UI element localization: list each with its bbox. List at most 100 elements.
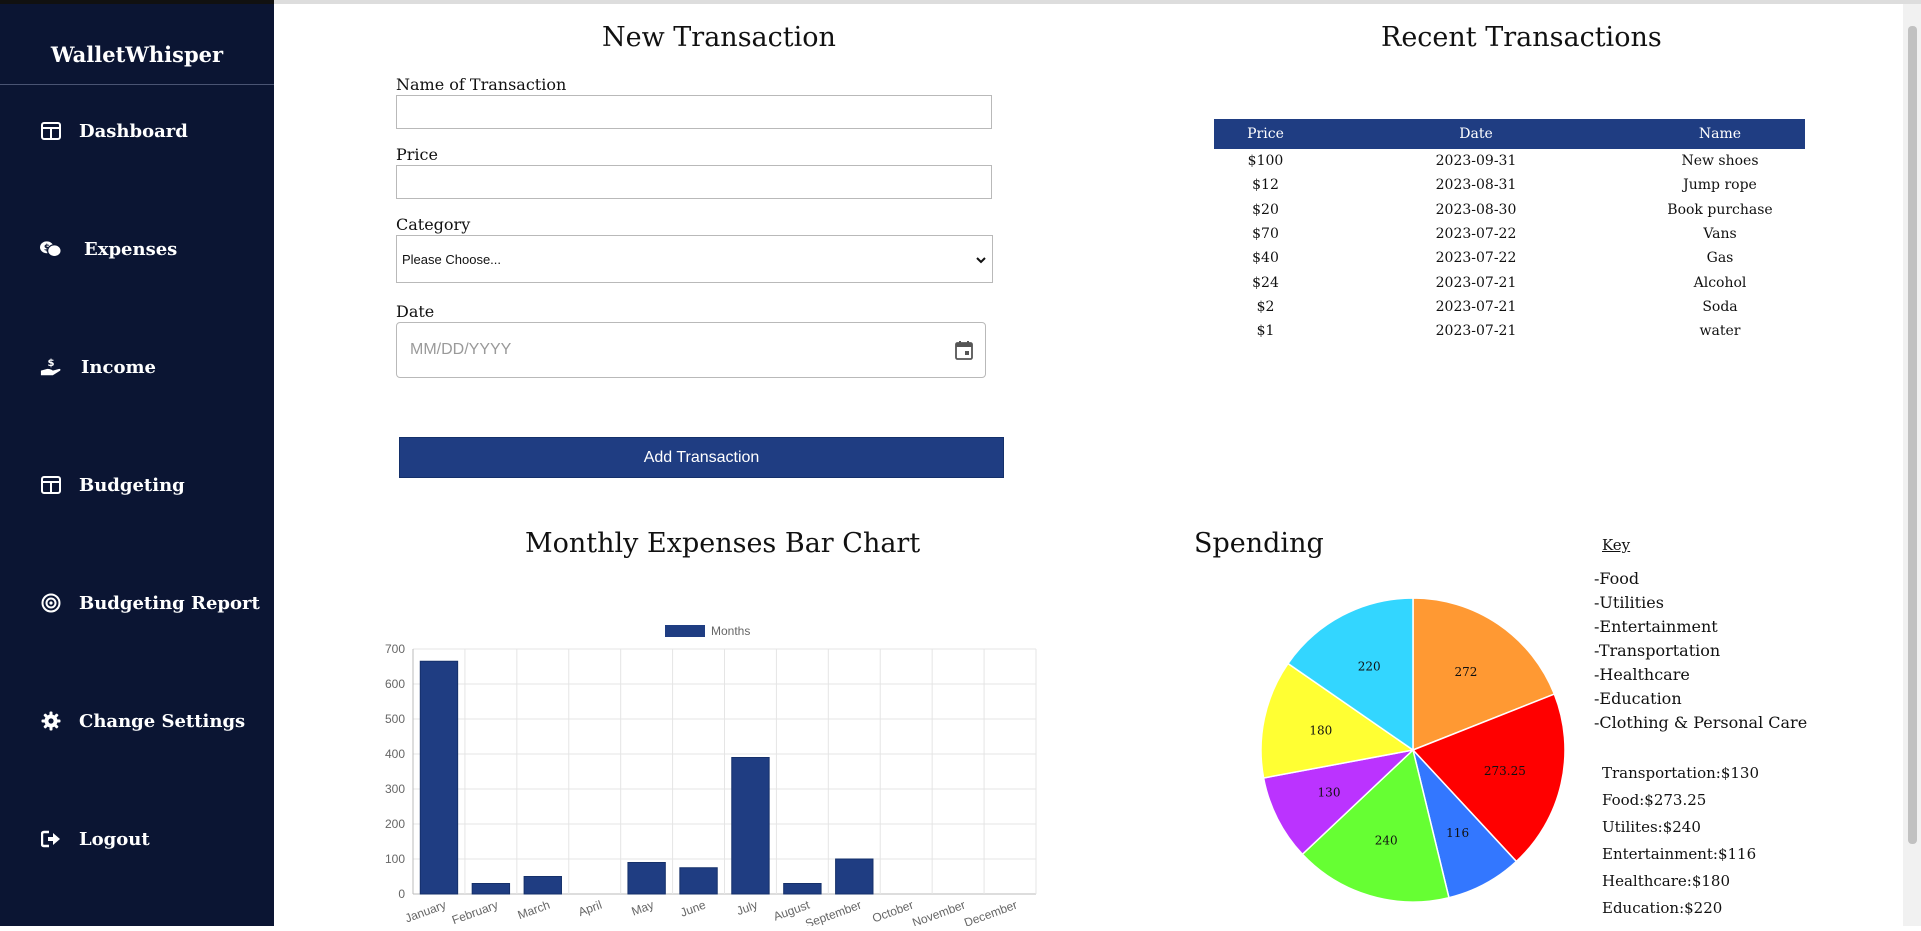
transaction-name-input[interactable]	[396, 95, 992, 129]
key-item-utilities: -Utilities	[1594, 593, 1664, 612]
scrollbar-thumb[interactable]	[1908, 26, 1917, 844]
sidebar-item-label: Income	[81, 356, 156, 378]
date-input[interactable]: MM/DD/YYYY	[396, 322, 986, 378]
target-icon	[40, 592, 62, 614]
table-icon	[40, 120, 62, 142]
sidebar-item-label: Change Settings	[79, 710, 246, 732]
sidebar-item-label: Budgeting Report	[79, 592, 260, 614]
pie-slice-label: 130	[1318, 786, 1341, 800]
price-label: Price	[396, 145, 438, 164]
bar	[731, 757, 770, 895]
table-row: $2 2023-07-21 Soda	[1214, 295, 1805, 319]
sidebar: WalletWhisper Dashboard $ Expenses $ Inc…	[0, 0, 274, 926]
column-header-date: Date	[1317, 119, 1635, 149]
bar	[627, 862, 666, 895]
date-cell: 2023-07-21	[1435, 323, 1517, 340]
pie-slice-label: 272	[1455, 665, 1478, 679]
svg-text:$: $	[44, 243, 50, 253]
y-tick-label: 200	[385, 817, 405, 831]
sidebar-item-logout[interactable]: Logout	[0, 819, 274, 859]
name-cell: water	[1699, 323, 1741, 340]
pie-slice	[1411, 693, 1566, 863]
sidebar-item-label: Expenses	[84, 238, 178, 260]
y-tick-label: 100	[385, 852, 405, 866]
total-utilities: Utilites:$240	[1602, 818, 1701, 836]
price-cell: $40	[1252, 250, 1279, 267]
bar	[419, 660, 459, 895]
column-header-name: Name	[1635, 119, 1805, 149]
bar-chart: Months 0 100 200 300 400 500 600 700 January Febru…	[368, 615, 1048, 931]
x-tick-label: March	[516, 898, 552, 923]
name-cell: Gas	[1706, 250, 1734, 267]
name-cell: Alcohol	[1693, 274, 1747, 291]
key-item-healthcare: -Healthcare	[1594, 665, 1690, 684]
price-cell: $100	[1247, 153, 1284, 170]
key-item-clothing: -Clothing & Personal Care	[1594, 713, 1808, 732]
name-cell: Jump rope	[1683, 177, 1757, 194]
total-transportation: Transportation:$130	[1602, 764, 1759, 782]
pie-slice-label: 180	[1309, 723, 1332, 737]
pie-slice-label: 273.25	[1484, 764, 1526, 778]
bar	[523, 876, 562, 895]
x-tick-label: May	[630, 898, 656, 919]
pie-slice	[1260, 662, 1415, 779]
x-tick-label: April	[576, 898, 603, 919]
price-input[interactable]	[396, 165, 992, 199]
category-label: Category	[396, 215, 471, 234]
price-cell: $70	[1252, 226, 1279, 243]
add-transaction-button[interactable]: Add Transaction	[399, 437, 1004, 478]
bar	[835, 858, 874, 895]
sidebar-item-change-settings[interactable]: Change Settings	[0, 701, 274, 741]
price-cell: $20	[1252, 201, 1279, 218]
table-row: $100 2023-09-31 New shoes	[1214, 149, 1805, 173]
sidebar-item-expenses[interactable]: $ Expenses	[0, 229, 274, 269]
x-tick-label: September	[803, 898, 863, 926]
key-item-transportation: -Transportation	[1594, 641, 1721, 660]
table-row: $70 2023-07-22 Vans	[1214, 222, 1805, 246]
sidebar-item-budgeting-report[interactable]: Budgeting Report	[0, 583, 274, 623]
key-item-entertainment: -Entertainment	[1594, 617, 1718, 636]
new-transaction-title: New Transaction	[602, 22, 836, 53]
calendar-icon[interactable]	[955, 340, 973, 365]
y-tick-label: 0	[398, 887, 405, 901]
y-tick-label: 700	[385, 642, 405, 656]
total-entertainment: Entertainment:$116	[1602, 845, 1757, 863]
svg-text:$: $	[47, 358, 54, 369]
sidebar-item-dashboard[interactable]: Dashboard	[0, 111, 274, 151]
x-tick-label: December	[962, 898, 1019, 926]
table-header-row: Price Date Name	[1214, 119, 1805, 149]
hand-dollar-icon: $	[40, 356, 62, 378]
name-cell: Vans	[1703, 226, 1737, 243]
date-cell: 2023-07-22	[1435, 226, 1517, 243]
price-cell: $2	[1256, 298, 1275, 315]
spending-title: Spending	[1194, 528, 1324, 559]
sidebar-item-label: Budgeting	[79, 474, 185, 496]
table-row: $20 2023-08-30 Book purchase	[1214, 198, 1805, 222]
gear-icon	[40, 710, 62, 732]
pie-slice	[1286, 597, 1414, 752]
sidebar-item-budgeting[interactable]: Budgeting	[0, 465, 274, 505]
x-tick-label: July	[735, 898, 760, 918]
name-cell: Soda	[1702, 298, 1738, 315]
date-placeholder: MM/DD/YYYY	[410, 341, 512, 358]
category-select[interactable]: Please Choose...	[396, 235, 993, 283]
total-food: Food:$273.25	[1602, 791, 1707, 809]
total-healthcare: Healthcare:$180	[1602, 872, 1731, 890]
date-cell: 2023-08-30	[1435, 201, 1517, 218]
bar	[679, 867, 718, 895]
recent-transactions-table: Price Date Name $100 2023-09-31 New shoes …	[1214, 119, 1805, 343]
pie-chart-svg: 272 273.25 116 240 130 180 220	[1260, 597, 1566, 903]
coins-chat-icon: $	[40, 238, 62, 260]
table-icon	[40, 474, 62, 496]
bar-chart-svg: Months 0 100 200 300 400 500 600 700 January Febru…	[385, 624, 1037, 931]
name-label: Name of Transaction	[396, 75, 567, 94]
x-tick-label: June	[678, 898, 708, 920]
sidebar-item-income[interactable]: $ Income	[0, 347, 274, 387]
column-header-price: Price	[1214, 119, 1317, 149]
date-cell: 2023-07-22	[1435, 250, 1517, 267]
recent-transactions-title: Recent Transactions	[1381, 22, 1662, 53]
sidebar-divider	[0, 84, 274, 85]
page-scrollbar[interactable]	[1903, 4, 1921, 926]
date-cell: 2023-07-21	[1435, 274, 1517, 291]
pie-slice	[1301, 748, 1450, 903]
